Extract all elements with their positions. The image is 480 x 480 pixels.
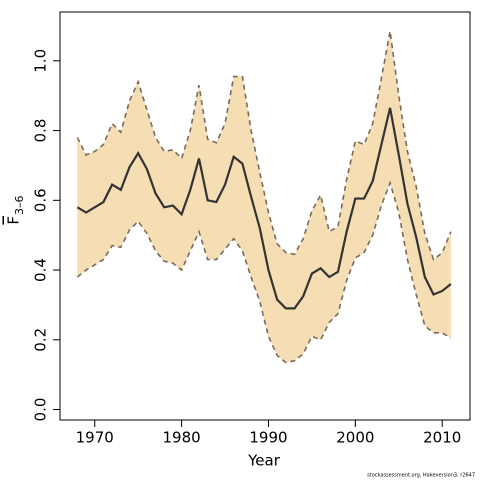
x-tick-label: 1970	[76, 429, 114, 447]
y-axis-label-group: F 3–6	[5, 196, 27, 225]
y-tick-label: 0.6	[32, 188, 50, 212]
y-axis-label: F	[5, 216, 23, 225]
y-tick-label: 0.0	[32, 398, 50, 422]
x-tick-label: 1980	[163, 429, 201, 447]
y-tick-label: 0.8	[32, 119, 50, 143]
y-tick-label: 0.2	[32, 328, 50, 352]
x-tick-label: 2000	[336, 429, 374, 447]
footnote: stockassessment.org, Hakeversion3, r2647	[367, 473, 475, 479]
y-axis-label-sub: 3–6	[13, 196, 26, 216]
x-tick-label: 2010	[423, 429, 461, 447]
y-tick-label: 0.4	[32, 258, 50, 282]
y-tick-label: 1.0	[32, 49, 50, 73]
x-axis-label: Year	[247, 452, 281, 470]
plot-frame	[59, 11, 471, 421]
confidence-band	[77, 31, 451, 363]
x-tick-label: 1990	[249, 429, 287, 447]
band-edge	[76, 31, 452, 261]
band-edge	[76, 180, 452, 364]
line	[76, 107, 452, 310]
